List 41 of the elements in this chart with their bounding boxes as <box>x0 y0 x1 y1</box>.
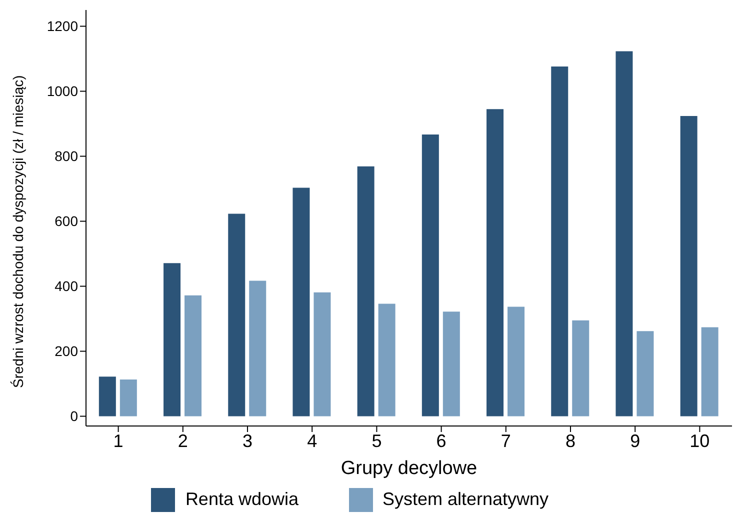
x-tick-label: 9 <box>630 430 640 451</box>
bar <box>228 214 246 416</box>
bar <box>701 327 718 416</box>
bar <box>164 263 181 416</box>
y-tick-label: 1200 <box>46 18 78 34</box>
bar <box>314 292 331 416</box>
x-tick-label: 6 <box>436 430 446 451</box>
y-tick-label: 0 <box>70 408 78 424</box>
bar <box>184 295 202 416</box>
bar <box>120 380 137 416</box>
bar <box>572 320 590 416</box>
bar <box>292 188 310 416</box>
bar <box>616 51 633 416</box>
x-tick-label: 7 <box>500 430 511 451</box>
bar <box>508 306 525 416</box>
legend-label: System alternatywny <box>382 488 549 509</box>
bar <box>378 304 396 416</box>
x-axis-title: Grupy decylowe <box>340 458 478 479</box>
bar <box>249 280 266 416</box>
bar <box>422 134 439 416</box>
bar <box>442 312 460 416</box>
y-tick-label: 600 <box>54 213 78 230</box>
x-tick-label: 10 <box>690 430 710 451</box>
y-tick-label: 800 <box>54 148 78 164</box>
x-tick-label: 3 <box>242 430 253 451</box>
bar <box>680 116 698 416</box>
bar <box>357 166 374 416</box>
x-tick-label: 5 <box>372 430 382 451</box>
y-tick-label: 400 <box>54 278 78 294</box>
bar <box>551 66 568 416</box>
legend-label: Renta wdowia <box>185 488 298 509</box>
bar <box>98 376 116 416</box>
bar <box>486 109 504 416</box>
y-tick-label: 200 <box>54 343 78 360</box>
x-tick-label: 4 <box>307 430 318 451</box>
y-axis-title: Średni wzrost dochodu do dyspozycji (zł / miesiąc) <box>10 75 26 388</box>
y-tick-label: 1000 <box>46 83 78 100</box>
x-tick-label: 8 <box>565 430 576 451</box>
bar <box>636 331 654 416</box>
x-tick-label: 1 <box>113 430 124 451</box>
x-tick-label: 2 <box>178 430 188 451</box>
